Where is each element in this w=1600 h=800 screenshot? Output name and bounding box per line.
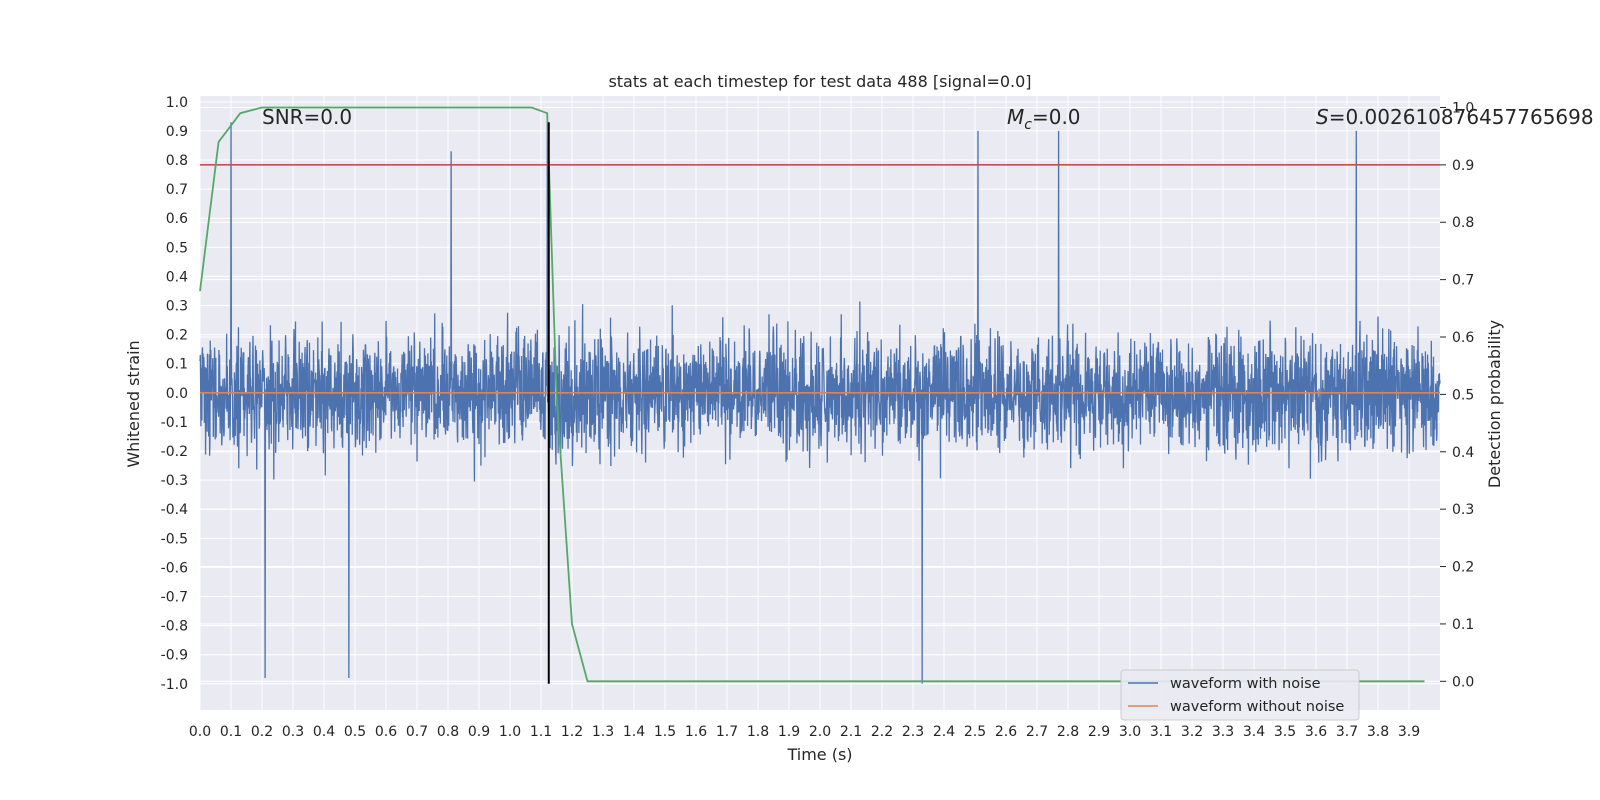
x-tick-label: 2.9	[1088, 724, 1110, 740]
y-tick-label-left: 0.1	[166, 357, 188, 373]
y-tick-label-left: -0.9	[161, 648, 188, 664]
x-tick-label: 1.2	[561, 724, 583, 740]
mc-value: =0.0	[1032, 105, 1081, 129]
y-tick-label-left: 0.5	[166, 240, 188, 256]
x-tick-label: 0.5	[344, 724, 366, 740]
x-tick-label: 0.4	[313, 724, 335, 740]
x-axis-label: Time (s)	[786, 745, 852, 764]
x-tick-label: 0.0	[189, 724, 211, 740]
legend-label-with-noise: waveform with noise	[1170, 676, 1321, 692]
noise-series	[199, 122, 1441, 684]
s-value: =0.002610876457765698	[1329, 105, 1594, 129]
x-tick-label: 3.3	[1212, 724, 1234, 740]
mc-annotation: Mc=0.0	[1007, 105, 1081, 133]
y-axis-label-right: Detection probability	[1485, 320, 1504, 488]
x-tick-label: 0.2	[251, 724, 273, 740]
x-tick-label: 2.0	[809, 724, 831, 740]
x-tick-label: 2.4	[933, 724, 955, 740]
series-line-detection-probability	[199, 106, 1425, 683]
s-annotation: S=0.002610876457765698	[1316, 105, 1594, 129]
x-tick-label: 2.6	[995, 724, 1017, 740]
x-tick-label: 3.7	[1336, 724, 1358, 740]
s-symbol: S	[1316, 105, 1329, 129]
x-tick-label: 3.0	[1119, 724, 1141, 740]
x-tick-label: 0.3	[282, 724, 304, 740]
legend-label-without-noise: waveform without noise	[1170, 699, 1344, 715]
x-tick-label: 0.7	[406, 724, 428, 740]
series-line-with-noise	[199, 122, 1441, 684]
x-tick-label: 3.6	[1305, 724, 1327, 740]
y-ticks-left: 1.0 0.9 0.8 0.7 0.6 0.5 0.4 0.3 0.2 0.1 0.0 -0.1 -0.…	[161, 95, 188, 693]
x-tick-label: 0.6	[375, 724, 397, 740]
y-tick-label-left: 0.3	[166, 299, 188, 315]
y-tick-label-left: -0.8	[161, 619, 188, 635]
y-tick-label-left: -0.1	[161, 415, 188, 431]
x-tick-label: 2.3	[902, 724, 924, 740]
y-tick-label-right: 0.4	[1452, 445, 1474, 461]
y-tick-label-right: 0.8	[1452, 215, 1474, 231]
y-tick-label-right: 1.0	[1452, 100, 1474, 116]
x-tick-label: 3.9	[1398, 724, 1420, 740]
y-tick-label-left: 0.2	[166, 328, 188, 344]
x-ticks: 0.0 0.1 0.2 0.3 0.4 0.5 0.6 0.7 0.8 0.9 1.0 1.1 1.2 1…	[189, 724, 1420, 740]
y-tick-label-right: 0.7	[1452, 273, 1474, 289]
x-tick-label: 0.9	[468, 724, 490, 740]
legend: waveform with noise waveform without noi…	[1120, 669, 1360, 721]
x-tick-label: 3.4	[1243, 724, 1265, 740]
x-tick-label: 1.1	[530, 724, 552, 740]
y-tick-label-right: 0.2	[1452, 560, 1474, 576]
x-tick-label: 2.5	[964, 724, 986, 740]
y-tick-label-left: 0.6	[166, 211, 188, 227]
y-tick-label-right: 0.3	[1452, 502, 1474, 518]
y-tick-label-left: -0.7	[161, 590, 188, 606]
y-tick-label-left: 0.7	[166, 182, 188, 198]
y-tick-label-left: -0.4	[161, 502, 188, 518]
y-tick-label-left: 0.0	[166, 386, 188, 402]
y-tick-label-right: 0.1	[1452, 617, 1474, 633]
x-tick-label: 1.5	[654, 724, 676, 740]
y-tick-label-left: -0.3	[161, 473, 188, 489]
y-tick-label-left: -0.5	[161, 531, 188, 547]
y-tick-label-left: 1.0	[166, 95, 188, 111]
y-axis-label-left: Whitened strain	[124, 340, 143, 467]
x-tick-label: 1.9	[778, 724, 800, 740]
x-tick-label: 3.1	[1150, 724, 1172, 740]
x-tick-label: 2.7	[1026, 724, 1048, 740]
snr-annotation: SNR=0.0	[262, 105, 352, 129]
mc-symbol: M	[1007, 105, 1024, 129]
y-tick-label-left: -0.2	[161, 444, 188, 460]
y-tick-label-right: 0.0	[1452, 674, 1474, 690]
series-layer	[199, 106, 1440, 684]
x-tick-label: 1.7	[716, 724, 738, 740]
mc-subscript: c	[1024, 117, 1032, 133]
y-tick-label-left: 0.4	[166, 269, 188, 285]
legend-box	[1120, 669, 1360, 721]
x-tick-label: 3.2	[1181, 724, 1203, 740]
x-tick-label: 1.3	[592, 724, 614, 740]
x-tick-label: 2.8	[1057, 724, 1079, 740]
y-tick-label-left: -0.6	[161, 560, 188, 576]
x-tick-label: 1.0	[499, 724, 521, 740]
x-tick-label: 1.8	[747, 724, 769, 740]
x-tick-label: 1.4	[623, 724, 645, 740]
y-tick-label-right: 0.6	[1452, 330, 1474, 346]
x-tick-label: 2.1	[840, 724, 862, 740]
x-tick-label: 0.8	[437, 724, 459, 740]
x-tick-label: 1.6	[685, 724, 707, 740]
y-tick-label-left: 0.9	[166, 124, 188, 140]
x-tick-label: 3.8	[1367, 724, 1389, 740]
x-tick-label: 2.2	[871, 724, 893, 740]
y-tick-label-left: -1.0	[161, 677, 188, 693]
y-tick-label-right: 0.5	[1452, 387, 1474, 403]
y-tick-label-left: 0.8	[166, 153, 188, 169]
chart-title: stats at each timestep for test data 488…	[608, 72, 1031, 91]
x-tick-label: 0.1	[220, 724, 242, 740]
y-ticks-right: 1.0 0.9 0.8 0.7 0.6 0.5 0.4 0.3 0.2 0.1 0.0	[1440, 100, 1474, 690]
x-tick-label: 3.5	[1274, 724, 1296, 740]
y-tick-label-right: 0.9	[1452, 158, 1474, 174]
